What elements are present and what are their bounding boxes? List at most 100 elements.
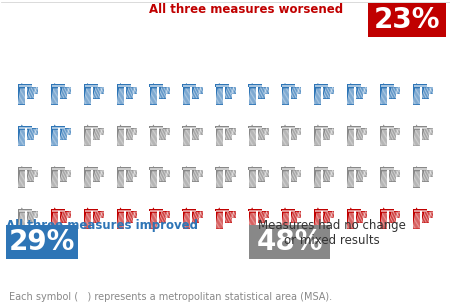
Bar (126, 170, 133, 182)
Polygon shape (53, 166, 57, 170)
Bar (291, 170, 297, 182)
Bar (330, 128, 334, 135)
Polygon shape (118, 83, 122, 87)
Bar (249, 87, 256, 105)
Text: 29%: 29% (9, 228, 76, 256)
Polygon shape (283, 207, 287, 211)
Polygon shape (382, 166, 386, 170)
Bar (149, 168, 163, 170)
Bar (67, 211, 71, 218)
Bar (396, 170, 400, 177)
Bar (100, 87, 104, 94)
Polygon shape (349, 124, 353, 128)
Bar (330, 211, 334, 218)
Bar (380, 87, 387, 105)
Bar (192, 170, 199, 182)
Bar (51, 126, 65, 128)
Bar (199, 211, 203, 218)
Bar (51, 168, 65, 170)
Bar (248, 85, 262, 87)
Bar (133, 211, 137, 218)
Bar (257, 128, 265, 140)
Polygon shape (382, 124, 386, 128)
Bar (34, 211, 38, 218)
Bar (422, 87, 429, 99)
Bar (413, 168, 427, 170)
Bar (51, 170, 58, 188)
Bar (126, 211, 133, 223)
Bar (413, 170, 420, 188)
Bar (117, 170, 124, 188)
Bar (117, 87, 124, 105)
Bar (84, 85, 98, 87)
Bar (182, 85, 196, 87)
Bar (84, 87, 91, 105)
Bar (182, 168, 196, 170)
Bar (282, 87, 288, 105)
Polygon shape (250, 83, 254, 87)
Bar (257, 170, 265, 182)
Bar (159, 128, 166, 140)
Bar (413, 211, 420, 229)
Polygon shape (118, 207, 122, 211)
Bar (396, 128, 400, 135)
Bar (126, 128, 133, 140)
Bar (126, 87, 133, 99)
Bar (297, 128, 302, 135)
Bar (27, 170, 34, 182)
Polygon shape (316, 207, 320, 211)
Polygon shape (349, 207, 353, 211)
Bar (84, 168, 98, 170)
Bar (291, 87, 297, 99)
Bar (60, 211, 67, 223)
Bar (225, 211, 232, 223)
Bar (93, 211, 100, 223)
Bar (199, 170, 203, 177)
Text: Measures had no change
or mixed results: Measures had no change or mixed results (258, 219, 406, 247)
Bar (389, 128, 396, 140)
Bar (51, 211, 58, 229)
Bar (150, 87, 157, 105)
Bar (314, 85, 328, 87)
Bar (182, 126, 196, 128)
Bar (248, 126, 262, 128)
Bar (315, 211, 321, 229)
Bar (51, 209, 65, 211)
Polygon shape (184, 83, 188, 87)
Bar (34, 128, 38, 135)
Bar (225, 170, 232, 182)
Bar (413, 128, 420, 146)
Bar (18, 87, 25, 105)
Bar (215, 126, 229, 128)
Bar (281, 168, 295, 170)
Bar (150, 128, 157, 146)
Bar (249, 128, 256, 146)
Bar (100, 128, 104, 135)
Bar (413, 126, 427, 128)
Polygon shape (86, 166, 90, 170)
Bar (166, 170, 170, 177)
Bar (51, 85, 65, 87)
Bar (257, 87, 265, 99)
Bar (84, 211, 91, 229)
Polygon shape (152, 83, 155, 87)
Polygon shape (53, 207, 57, 211)
Bar (429, 128, 433, 135)
Bar (330, 87, 334, 94)
Bar (324, 128, 330, 140)
Bar (413, 85, 427, 87)
Bar (389, 170, 396, 182)
Bar (396, 211, 400, 218)
Polygon shape (382, 83, 386, 87)
Text: 23%: 23% (374, 6, 441, 34)
Bar (18, 211, 25, 229)
Bar (249, 170, 256, 188)
Polygon shape (184, 124, 188, 128)
Text: All three measures improved: All three measures improved (6, 219, 198, 232)
Bar (347, 126, 361, 128)
Polygon shape (250, 166, 254, 170)
Bar (347, 128, 354, 146)
Bar (265, 87, 269, 94)
Bar (159, 170, 166, 182)
Bar (150, 170, 157, 188)
